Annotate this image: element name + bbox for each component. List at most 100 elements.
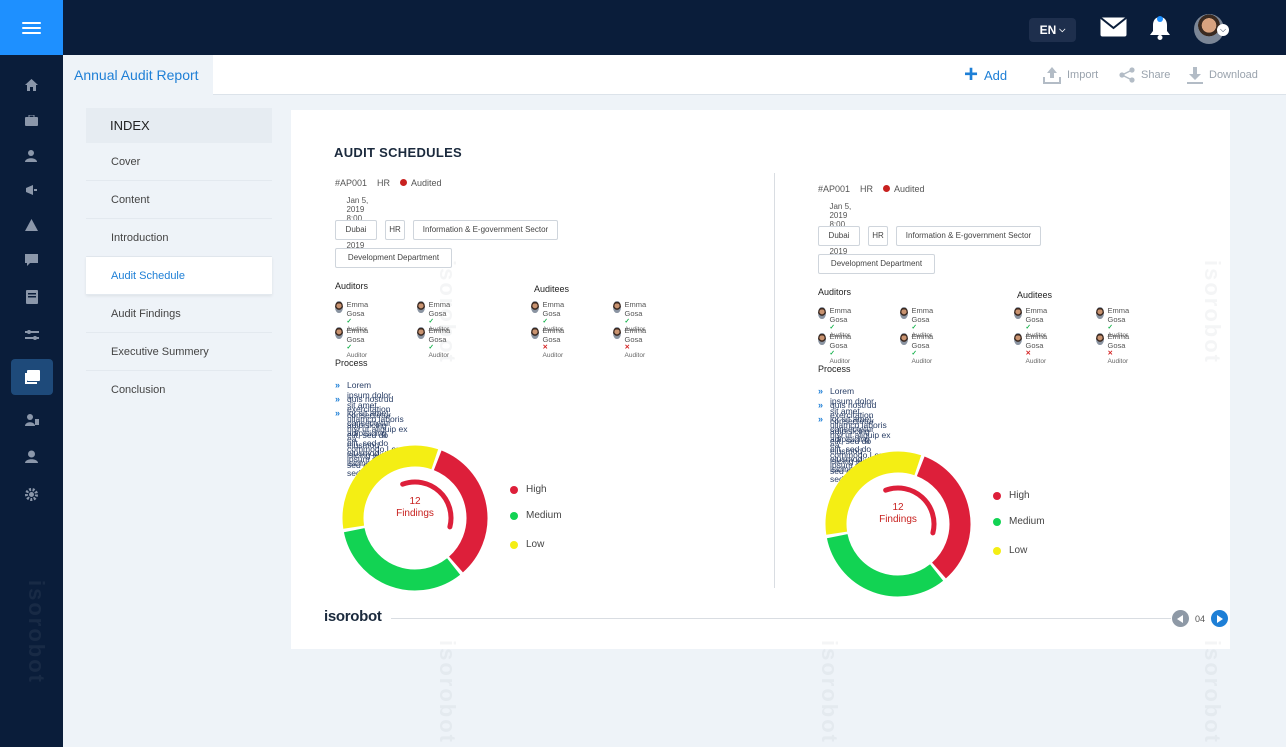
tag-sector[interactable]: Information & E-government Sector [896,226,1041,246]
index-item-audit-schedule[interactable]: Audit Schedule [86,257,272,295]
donut-slice-low [825,451,922,535]
auditees-label: Auditees [1017,290,1053,300]
person-name: Emma Gosa [428,326,451,344]
findings-label: Findings [879,514,917,525]
person-card[interactable]: Emma Gosa ✓ Auditor [900,332,938,366]
users-icon[interactable] [0,145,63,165]
status-badge: Audited [400,178,442,188]
column-divider [774,173,775,588]
person-card[interactable]: Emma Gosa ✕ Auditor [613,326,651,360]
hamburger-menu-button[interactable] [0,0,63,55]
person-card[interactable]: Emma Gosa ✓ Auditor [1014,306,1052,340]
check-icon: ✓ [542,318,548,325]
add-button[interactable]: + Add [964,63,1008,87]
previous-page-button[interactable] [1172,610,1189,627]
user-list-icon[interactable] [0,409,63,429]
person-role: ✕ Auditor [624,344,646,359]
sliders-icon[interactable] [0,325,63,345]
check-icon: ✓ [428,344,434,351]
person-name: Emma Gosa [829,332,852,350]
chevron-down-icon: ⌵ [1059,25,1066,34]
comment-icon[interactable] [0,250,63,270]
person-card[interactable]: Emma Gosa ✓ Auditor [335,300,373,334]
tag-location[interactable]: Dubai [335,220,377,240]
person-card[interactable]: Emma Gosa ✓ Auditor [335,326,373,360]
person-role: ✓ Auditor [624,318,646,333]
index-item-conclusion[interactable]: Conclusion [111,384,166,396]
top-bar: EN ⌵ ⌵ [0,0,1286,55]
index-item-executive-summery[interactable]: Executive Summery [86,333,272,371]
watermark: isorobot [24,580,49,684]
legend-item-low: Low [993,545,1027,556]
person-role: ✓ Auditor [1025,324,1047,339]
person-card[interactable]: Emma Gosa ✕ Auditor [1096,332,1134,366]
import-button[interactable]: Import [1043,65,1098,85]
chevron-down-icon: ⌵ [1217,24,1229,36]
download-icon [1187,66,1203,84]
person-card[interactable]: Emma Gosa ✕ Auditor [531,326,569,360]
person-card[interactable]: Emma Gosa ✓ Auditor [417,326,455,360]
avatar [531,301,539,313]
legend-item-medium: Medium [993,516,1045,527]
double-chevron-icon: ›› [818,414,823,424]
findings-label: Findings [396,508,434,519]
mail-icon[interactable] [1100,17,1127,42]
person-card[interactable]: Emma Gosa ✓ Auditor [818,306,856,340]
avatar [818,307,826,319]
legend-dot [993,546,1001,555]
findings-count: 12 [892,502,904,513]
avatar [335,301,343,313]
schedule-id: #AP001 [818,184,851,194]
book-icon[interactable] [11,359,53,395]
index-item-content[interactable]: Content [86,181,272,219]
index-item-audit-findings[interactable]: Audit Findings [86,295,272,333]
check-icon: ✓ [428,318,434,325]
language-label: EN [1039,23,1057,37]
tag-dept[interactable]: HR [868,226,888,246]
tag-dept[interactable]: HR [385,220,405,240]
legend-dot [993,517,1001,526]
person-name: Emma Gosa [624,326,647,344]
gear-icon[interactable] [0,484,63,504]
double-chevron-icon: ›› [335,408,340,418]
warning-icon[interactable] [0,215,63,235]
tag-sector[interactable]: Information & E-government Sector [413,220,558,240]
person-role: ✓ Auditor [428,318,450,333]
megaphone-icon[interactable] [0,180,63,200]
person-card[interactable]: Emma Gosa ✓ Auditor [900,306,938,340]
user-avatar[interactable]: ⌵ [1194,14,1229,44]
tab-annual-audit-report[interactable]: Annual Audit Report [63,55,213,95]
next-page-button[interactable] [1211,610,1229,627]
avatar [1096,333,1104,345]
person-card[interactable]: Emma Gosa ✓ Auditor [417,300,455,334]
home-icon[interactable] [0,75,63,95]
sidebar [0,55,63,747]
schedule-meta: #AP001 HR Audited [335,176,535,190]
person-card[interactable]: Emma Gosa ✓ Auditor [818,332,856,366]
person-name: Emma Gosa [346,300,369,318]
tag-location[interactable]: Dubai [818,226,860,246]
person-card[interactable]: Emma Gosa ✕ Auditor [1014,332,1052,366]
download-button[interactable]: Download [1187,65,1258,85]
document-icon[interactable] [0,287,63,307]
person-card[interactable]: Emma Gosa ✓ Auditor [613,300,651,334]
language-selector[interactable]: EN ⌵ [1029,18,1076,42]
person-card[interactable]: Emma Gosa ✓ Auditor [1096,306,1134,340]
add-label: Add [984,67,1008,83]
index-item-cover[interactable]: Cover [86,143,272,181]
donut-center-label: 12 Findings [866,502,930,526]
person-card[interactable]: Emma Gosa ✓ Auditor [531,300,569,334]
person-name: Emma Gosa [428,300,451,318]
person-role: ✓ Auditor [829,350,851,365]
tag-department[interactable]: Development Department [335,248,452,268]
share-label: Share [1141,69,1171,81]
cross-icon: ✕ [624,344,630,351]
tag-department[interactable]: Development Department [818,254,935,274]
user-icon[interactable] [0,446,63,466]
index-item-introduction[interactable]: Introduction [86,219,272,257]
share-button[interactable]: Share [1119,65,1170,85]
check-icon: ✓ [829,350,835,357]
check-icon: ✓ [911,350,917,357]
briefcase-icon[interactable] [0,110,63,130]
bell-icon[interactable] [1149,16,1171,45]
